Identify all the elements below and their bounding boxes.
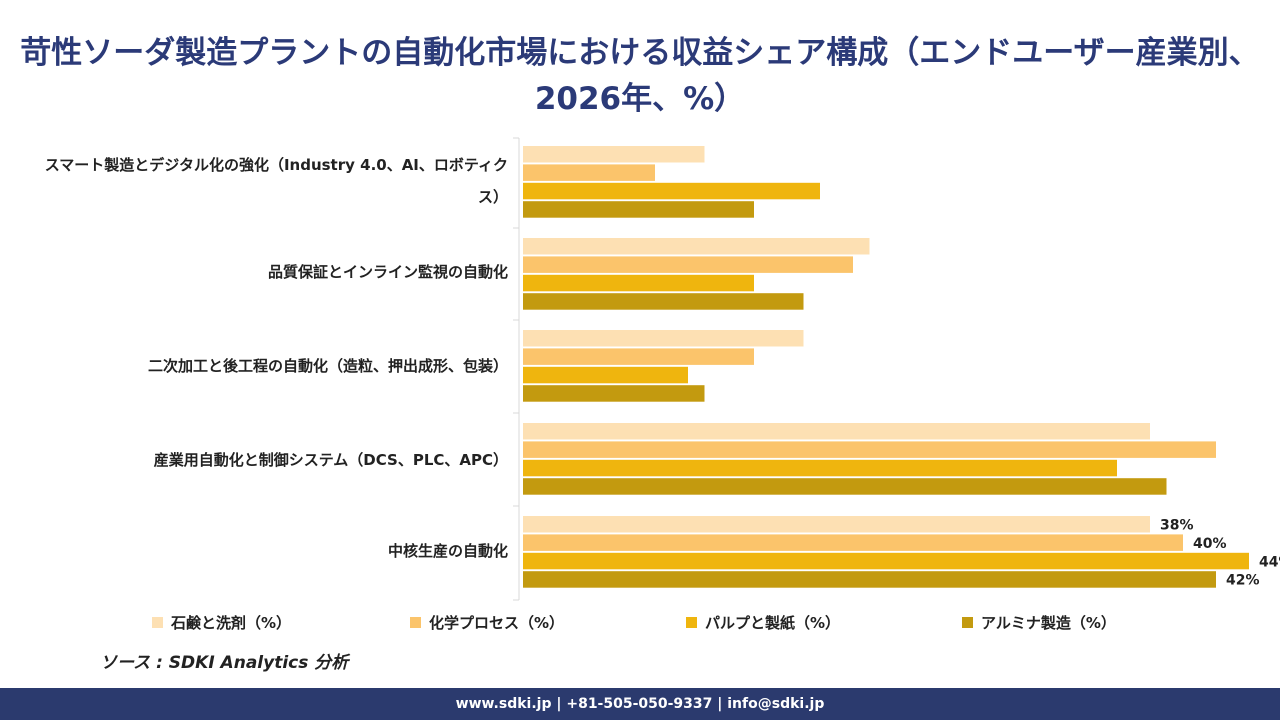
bar (523, 423, 1150, 440)
legend-label: アルミナ製造（%） (981, 614, 1116, 632)
legend-item: 化学プロセス（%） (410, 612, 564, 633)
category-label: スマート製造とデジタル化の強化（Industry 4.0、AI、ロボティクス） (44, 156, 508, 206)
bar (523, 182, 820, 200)
footer-contact: www.sdki.jp | +81-505-050-9337 | info@sd… (0, 688, 1280, 720)
legend-label: 石鹸と洗剤（%） (171, 614, 292, 632)
chart-title: 苛性ソーダ製造プラントの自動化市場における収益シェア構成（エンドユーザー産業別、… (20, 35, 1260, 117)
legend-item: アルミナ製造（%） (962, 612, 1116, 633)
data-label: 44% (1259, 554, 1280, 570)
legend: 石鹸と洗剤（%） 化学プロセス（%） パルプと製紙（%） アルミナ製造（%） (0, 612, 1280, 638)
bar (523, 274, 754, 292)
legend-swatch (962, 617, 973, 628)
bar (523, 293, 804, 310)
category-label: 二次加工と後工程の自動化（造粒、押出成形、包装） (147, 357, 508, 375)
bar (523, 330, 804, 347)
bar (523, 366, 688, 384)
bar (523, 146, 705, 163)
bar (523, 256, 853, 273)
bar (523, 459, 1117, 477)
bar (523, 385, 705, 402)
legend-label: 化学プロセス（%） (429, 614, 565, 632)
legend-swatch (410, 617, 421, 628)
source-note: ソース : SDKI Analytics 分析 (100, 653, 349, 673)
bar (523, 238, 870, 255)
bar (523, 348, 754, 365)
legend-swatch (152, 617, 163, 628)
bar (523, 201, 754, 218)
legend-swatch (686, 617, 697, 628)
legend-item: パルプと製紙（%） (686, 612, 840, 633)
legend-item: 石鹸と洗剤（%） (152, 612, 291, 633)
bar (523, 552, 1249, 570)
data-label: 42% (1226, 573, 1260, 589)
category-label: 中核生産の自動化 (387, 542, 508, 560)
legend-label: パルプと製紙（%） (705, 614, 841, 632)
bar (523, 441, 1216, 458)
category-label: 産業用自動化と制御システム（DCS、PLC、APC） (153, 451, 508, 469)
bar (523, 534, 1183, 551)
data-label: 40% (1193, 536, 1227, 552)
data-label: 38% (1160, 518, 1194, 534)
bar (523, 516, 1150, 533)
bar-chart: 38% 40% 44% 42% (513, 137, 1280, 601)
bar (523, 571, 1216, 588)
bar (523, 164, 655, 181)
category-label: 品質保証とインライン監視の自動化 (267, 263, 508, 281)
bar (523, 478, 1167, 495)
